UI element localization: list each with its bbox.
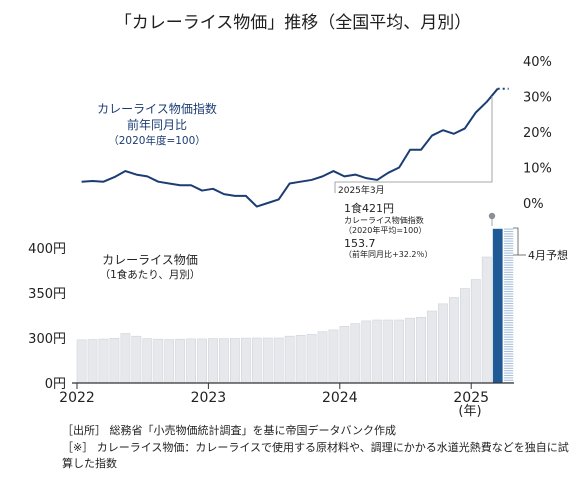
bar-2023-04	[240, 337, 251, 384]
bar-2022-09	[164, 339, 175, 384]
bar-2022-03	[98, 338, 109, 384]
bar-2024-05	[383, 319, 394, 384]
x-tick-label: 2023	[191, 390, 227, 406]
footnote-source: ［出所］ 総務省「小売物価統計調査」を基に帝国データバンク作成	[62, 423, 396, 437]
annotation-date: 2025年3月	[338, 184, 385, 196]
right-tick-label: 20%	[523, 126, 552, 141]
left-tick-label: 400円	[28, 242, 66, 257]
bar-2024-04	[372, 319, 383, 384]
bar-2024-06	[394, 319, 405, 384]
footnote-note-cont: 算した指数	[62, 456, 117, 470]
projection-label: 4月予想	[528, 248, 568, 262]
bar-2024-09	[427, 310, 437, 384]
bar-2024-08	[416, 316, 426, 384]
left-axis: 0円 300円 350円 400円	[28, 242, 66, 392]
left-tick-label: 300円	[28, 332, 66, 347]
bar-2025-02	[481, 256, 492, 384]
bar-2022-01	[76, 339, 87, 384]
projection-bracket	[513, 227, 519, 256]
footnote-note: ［※］ カレーライス物価：カレーライスで使用する原材料や、調理にかかる水道光熱費…	[62, 440, 569, 454]
annotation-index-label: カレーライス物価指数	[344, 215, 424, 225]
chart-title: 「カレーライス物価」推移（全国平均、月別）	[115, 13, 472, 33]
bar-2023-03	[230, 338, 240, 384]
annotation-price: 1食421円	[344, 201, 394, 215]
bar-2025-01	[470, 279, 481, 384]
bar-2024-02	[350, 323, 361, 384]
right-tick-label: 10%	[523, 162, 552, 177]
projection-bar	[504, 228, 514, 384]
line-series	[81, 87, 509, 208]
annotation-marker	[488, 212, 496, 220]
line-path	[81, 88, 499, 208]
bar-2023-05	[251, 337, 262, 384]
annotation-index-value: 153.7	[344, 237, 376, 250]
bar-2022-08	[153, 338, 164, 384]
left-tick-label: 0円	[45, 377, 66, 392]
bar-2022-11	[186, 338, 196, 384]
line-series-name: カレーライス物価指数	[97, 101, 217, 116]
bar-2022-06	[131, 335, 142, 384]
bar-2024-03	[361, 320, 372, 384]
bar-2022-10	[175, 338, 186, 384]
bar-2024-12	[459, 288, 470, 384]
annotation-yoy: （前年同月比+32.2％）	[344, 249, 433, 259]
bar-2023-10	[306, 334, 317, 384]
bar-2022-07	[142, 338, 153, 384]
line-series-sub: （2020年度=100）	[108, 134, 206, 147]
bar-2022-02	[87, 339, 98, 384]
bar-2024-11	[448, 297, 459, 384]
bar-2024-07	[405, 317, 415, 384]
bar-series	[76, 228, 503, 384]
bar-series-sub: （1食あたり、月別）	[100, 268, 201, 281]
x-unit-label: (年)	[458, 404, 481, 419]
bar-2024-01	[339, 325, 350, 384]
right-tick-label: 30%	[523, 91, 552, 106]
right-tick-label: 0%	[523, 197, 544, 212]
line-series-name2: 前年同月比	[127, 117, 187, 132]
bar-2022-04	[109, 337, 120, 384]
bar-2023-11	[317, 331, 328, 384]
bar-2023-08	[284, 335, 295, 384]
bar-series-name: カレーライス物価	[102, 253, 198, 267]
right-tick-label: 40%	[523, 55, 552, 70]
bar-2022-12	[197, 338, 207, 384]
bar-2022-05	[120, 333, 131, 384]
bar-2023-01	[208, 338, 218, 384]
x-tick-label: 2022	[59, 390, 95, 406]
bar-2023-09	[295, 334, 306, 384]
annotation-index-base: （2020年平均=100）	[344, 225, 426, 235]
bar-2023-07	[273, 337, 284, 384]
x-tick-label: 2024	[322, 390, 358, 406]
bar-2023-02	[219, 338, 229, 384]
bar-2023-12	[328, 329, 339, 384]
bar-2024-10	[438, 303, 448, 384]
x-tick-label: 2025	[453, 390, 489, 406]
x-axis: 2022 2023 2024 2025	[59, 383, 489, 406]
bar-highlight-2025-03	[492, 228, 503, 384]
bar-2023-06	[262, 337, 273, 384]
annotation-leader-top	[334, 96, 493, 193]
left-tick-label: 350円	[28, 287, 66, 302]
right-axis: 0% 10% 20% 30% 40%	[523, 55, 552, 212]
